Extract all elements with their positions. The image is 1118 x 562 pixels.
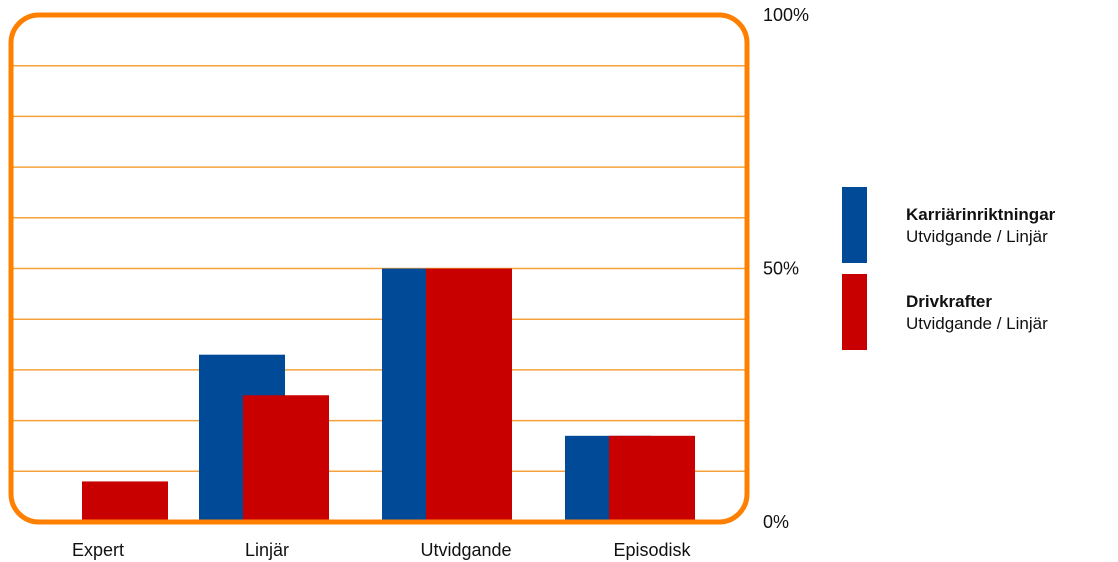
legend-series-name: Karriärinriktningar	[906, 205, 1056, 224]
gridlines	[13, 64, 745, 473]
x-tick-label: Episodisk	[613, 540, 691, 560]
chart-frame	[8, 12, 750, 525]
x-tick-label: Utvidgande	[420, 540, 511, 560]
legend-swatch-red	[842, 274, 867, 350]
legend-series-subtitle: Utvidgande / Linjär	[906, 227, 1048, 246]
bar-utvidgande-drivkrafter	[426, 268, 512, 522]
x-tick-label: Expert	[72, 540, 124, 560]
legend-swatch-blue	[842, 187, 867, 263]
y-tick-label: 50%	[763, 259, 799, 279]
x-tick-label: Linjär	[245, 540, 289, 560]
x-axis-tick-labels: Expert Linjär Utvidgande Episodisk	[72, 540, 692, 560]
bar-expert-drivkrafter	[82, 481, 168, 522]
bar-episodisk-drivkrafter	[609, 435, 695, 522]
y-tick-label: 100%	[763, 5, 809, 25]
bar-linjär-drivkrafter	[243, 395, 329, 522]
legend-series-subtitle: Utvidgande / Linjär	[906, 314, 1048, 333]
y-tick-label: 0%	[763, 512, 789, 532]
bars	[82, 268, 695, 522]
legend-series-name: Drivkrafter	[906, 292, 992, 311]
y-axis-tick-labels: 0% 50% 100%	[763, 5, 809, 532]
